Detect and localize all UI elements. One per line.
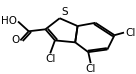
Text: HO: HO	[1, 17, 17, 26]
Text: O: O	[11, 35, 19, 45]
Text: Cl: Cl	[45, 54, 55, 64]
Text: S: S	[61, 7, 67, 17]
Text: Cl: Cl	[125, 28, 136, 38]
Text: Cl: Cl	[86, 64, 96, 74]
